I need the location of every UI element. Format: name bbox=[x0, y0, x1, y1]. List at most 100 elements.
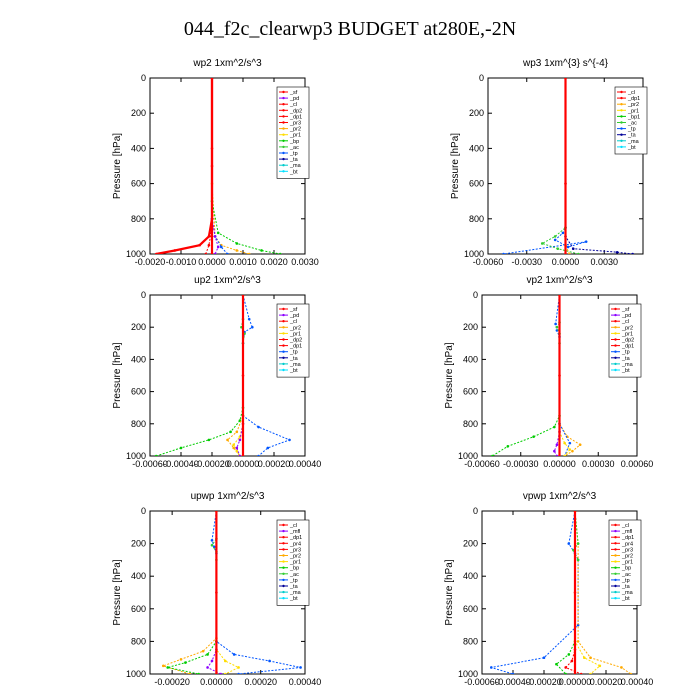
legend-entry: _bt bbox=[621, 596, 630, 602]
legend-entry: _dp1 bbox=[289, 535, 302, 541]
series-line-pr2 bbox=[226, 295, 244, 456]
legend-marker bbox=[614, 536, 617, 539]
legend-entry: _pr3 bbox=[621, 547, 633, 553]
x-tick-label: 0.0020 bbox=[260, 257, 288, 267]
series-marker bbox=[553, 235, 557, 238]
y-tick-label: 800 bbox=[463, 419, 478, 429]
legend-marker bbox=[620, 133, 623, 136]
series-marker bbox=[631, 252, 634, 254]
legend-entry: _pr1 bbox=[621, 331, 633, 337]
legend-entry: _pr3 bbox=[289, 547, 301, 553]
chart-panel-2: wp3 1xm^{3} s^{-4} Pressure [hPa] 0 200 400 6… bbox=[450, 58, 648, 267]
series-marker bbox=[491, 454, 494, 456]
legend-entry: _ma bbox=[621, 362, 634, 368]
legend-marker bbox=[614, 307, 617, 311]
legend-marker bbox=[614, 584, 617, 588]
series-marker bbox=[576, 640, 580, 643]
series-marker bbox=[620, 666, 623, 669]
legend-marker bbox=[614, 566, 617, 569]
series-marker bbox=[573, 511, 577, 513]
legend-marker bbox=[282, 572, 285, 575]
x-tick-label: 0.00040 bbox=[289, 677, 322, 687]
series-marker bbox=[568, 252, 571, 254]
legend-entry: _ta bbox=[289, 584, 299, 590]
series-marker bbox=[554, 322, 557, 326]
legend-entry: _pr2 bbox=[621, 554, 633, 560]
series-line-bp bbox=[555, 511, 576, 674]
series-marker bbox=[615, 250, 619, 254]
legend-marker bbox=[282, 368, 285, 372]
y-tick-label: 600 bbox=[131, 604, 146, 614]
series-marker bbox=[490, 666, 493, 669]
y-tick-label: 1000 bbox=[464, 249, 484, 259]
series-marker bbox=[589, 672, 592, 674]
series-marker bbox=[235, 446, 239, 450]
chart-title: wp3 1xm^{3} s^{-4} bbox=[522, 58, 609, 69]
series-marker bbox=[197, 672, 201, 674]
legend-marker bbox=[614, 338, 617, 341]
legend-marker bbox=[614, 350, 617, 353]
legend-entry: _mfl bbox=[621, 529, 632, 535]
legend-entry: _pr2 bbox=[627, 102, 639, 108]
x-tick-label: 0.00000 bbox=[200, 677, 233, 687]
series-marker bbox=[237, 672, 240, 674]
series-line-tp bbox=[555, 295, 571, 456]
series-marker bbox=[576, 558, 580, 562]
legend-marker bbox=[614, 326, 617, 329]
legend-marker bbox=[282, 145, 285, 149]
series-marker bbox=[532, 435, 535, 438]
series-marker bbox=[564, 672, 567, 674]
legend-entry: _ta bbox=[289, 157, 299, 163]
series-marker bbox=[598, 664, 602, 668]
legend-entry: _sf bbox=[289, 307, 298, 313]
legend-marker bbox=[282, 139, 285, 142]
series-marker bbox=[215, 511, 218, 513]
legend-marker bbox=[282, 109, 285, 112]
legend-entry: _dp1 bbox=[289, 344, 302, 350]
x-tick-label: 0.0000 bbox=[198, 257, 226, 267]
legend-marker bbox=[614, 356, 617, 359]
series-marker bbox=[564, 78, 567, 80]
legend-entry: _tp bbox=[621, 578, 630, 584]
legend-marker bbox=[614, 572, 617, 575]
legend-entry: _ma bbox=[289, 362, 302, 368]
y-tick-label: 0 bbox=[141, 506, 146, 516]
legend-marker bbox=[620, 115, 623, 118]
series-marker bbox=[237, 666, 240, 669]
legend-entry: _sf bbox=[289, 90, 298, 96]
legend-marker bbox=[282, 356, 285, 359]
series-marker bbox=[166, 666, 170, 669]
legend-marker bbox=[614, 578, 617, 582]
series-marker bbox=[235, 449, 239, 453]
legend-box bbox=[608, 303, 642, 378]
legend-entry: _tp bbox=[289, 151, 298, 157]
y-tick-label: 400 bbox=[463, 571, 478, 581]
legend-entry: _pr1 bbox=[289, 331, 301, 337]
series-line-pr2 bbox=[559, 295, 582, 456]
legend-marker bbox=[620, 145, 623, 149]
series-marker bbox=[556, 247, 560, 251]
x-tick-label: -0.0020 bbox=[135, 257, 166, 267]
legend-entry: _pr4 bbox=[621, 541, 633, 547]
series-marker bbox=[207, 235, 211, 238]
legend-entry: _dp1 bbox=[627, 96, 640, 102]
legend-entry: _bp1 bbox=[627, 114, 640, 120]
series-marker bbox=[558, 374, 561, 377]
x-tick-label: -0.00040 bbox=[163, 459, 199, 469]
series-marker bbox=[219, 672, 223, 674]
series-marker bbox=[154, 454, 158, 456]
series-marker bbox=[571, 449, 574, 453]
legend-box bbox=[276, 86, 310, 179]
legend-entry: _bt bbox=[289, 596, 298, 602]
x-tick-label: 0.00000 bbox=[227, 459, 260, 469]
series-marker bbox=[232, 653, 236, 656]
legend-marker bbox=[282, 536, 285, 539]
series-line-bp bbox=[492, 295, 560, 456]
y-tick-label: 200 bbox=[131, 108, 146, 118]
series-marker bbox=[210, 78, 214, 80]
legend-entry: _pd bbox=[289, 313, 299, 319]
legend-marker bbox=[282, 320, 285, 323]
series-marker bbox=[215, 591, 218, 594]
legend-marker bbox=[282, 164, 285, 167]
legend-entry: _bt bbox=[621, 368, 630, 374]
